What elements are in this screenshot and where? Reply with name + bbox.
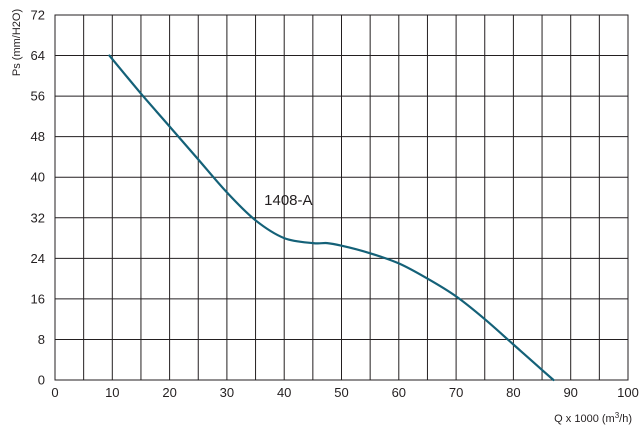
y-axis-label: Ps (mm/H2O)	[11, 9, 23, 76]
y-tick-label: 72	[31, 8, 45, 23]
x-axis-label-superscript: 3	[615, 411, 620, 420]
x-tick-labels: 0 10 20 30 40 50 60 70 80 90 100	[51, 385, 638, 400]
y-tick-label: 24	[31, 251, 45, 266]
series-annotation-label: 1408-A	[264, 192, 312, 209]
y-tick-labels: 0 8 16 24 32 40 48 56 64 72	[31, 8, 45, 388]
x-tick-label: 70	[449, 385, 463, 400]
x-tick-label: 60	[392, 385, 406, 400]
y-tick-label: 64	[31, 48, 45, 63]
x-tick-label: 80	[506, 385, 520, 400]
x-tick-label: 20	[162, 385, 176, 400]
grid	[54, 14, 629, 381]
x-tick-label: 50	[334, 385, 348, 400]
y-tick-label: 40	[31, 170, 45, 185]
y-tick-label: 48	[31, 129, 45, 144]
x-axis-label: Q x 1000 (m3/h)	[554, 411, 632, 425]
x-axis-label-main: Q x 1000 (m	[554, 413, 615, 425]
x-tick-label: 40	[277, 385, 291, 400]
x-tick-label: 0	[51, 385, 58, 400]
y-tick-label: 8	[38, 332, 45, 347]
y-tick-label: 32	[31, 210, 45, 225]
x-tick-label: 90	[563, 385, 577, 400]
series-line-1408-a	[108, 54, 555, 382]
x-tick-label: 100	[617, 385, 639, 400]
y-tick-label: 16	[31, 291, 45, 306]
x-tick-label: 10	[105, 385, 119, 400]
y-tick-label: 0	[38, 373, 45, 388]
x-tick-label: 30	[220, 385, 234, 400]
plot-frame	[54, 14, 629, 381]
y-tick-label: 56	[31, 89, 45, 104]
x-axis-label-end: /h)	[619, 413, 632, 425]
